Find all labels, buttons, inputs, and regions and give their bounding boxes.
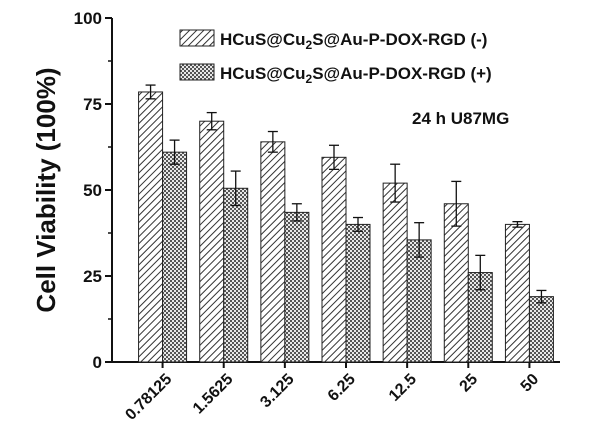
bar-series-2 xyxy=(345,223,371,363)
x-tick-label: 50 xyxy=(518,371,543,396)
bar-series-1 xyxy=(382,182,408,363)
bar-series-2 xyxy=(406,239,432,363)
bar-series-2 xyxy=(223,187,249,363)
y-tick-label: 25 xyxy=(83,267,102,286)
x-tick-label: 3.125 xyxy=(257,371,297,411)
bar-series-2 xyxy=(162,151,188,363)
legend-label-series-2: HCuS@Cu2S@Au-P-DOX-RGD (+) xyxy=(220,64,492,86)
y-tick-label: 0 xyxy=(93,353,102,372)
bar-series-1 xyxy=(138,91,164,363)
x-tick-label: 25 xyxy=(457,371,482,396)
x-tick-label: 6.25 xyxy=(325,371,359,405)
legend-label-series-1: HCuS@Cu2S@Au-P-DOX-RGD (-) xyxy=(220,30,487,52)
y-tick-label: 75 xyxy=(83,95,102,114)
bar-series-1 xyxy=(321,156,347,363)
legend-swatch-series-1 xyxy=(179,29,215,47)
y-tick-label: 100 xyxy=(74,9,102,28)
y-axis-title: Cell Viability (100%) xyxy=(31,67,61,312)
x-tick-label: 12.5 xyxy=(386,371,420,405)
bar-series-2 xyxy=(284,211,310,363)
x-tick-label: 1.5625 xyxy=(190,371,237,418)
bar-series-1 xyxy=(504,223,530,363)
bar-series-1 xyxy=(443,203,469,363)
y-tick-label: 50 xyxy=(83,181,102,200)
bar-series-1 xyxy=(260,141,286,363)
bar-series-1 xyxy=(199,120,225,363)
annotation-label: 24 h U87MG xyxy=(412,109,509,128)
bar-series-2 xyxy=(528,296,554,363)
legend-swatch-series-2 xyxy=(179,63,215,81)
legend: HCuS@Cu2S@Au-P-DOX-RGD (-) HCuS@Cu2S@Au-… xyxy=(179,29,492,86)
x-tick-label: 0.78125 xyxy=(122,371,175,424)
